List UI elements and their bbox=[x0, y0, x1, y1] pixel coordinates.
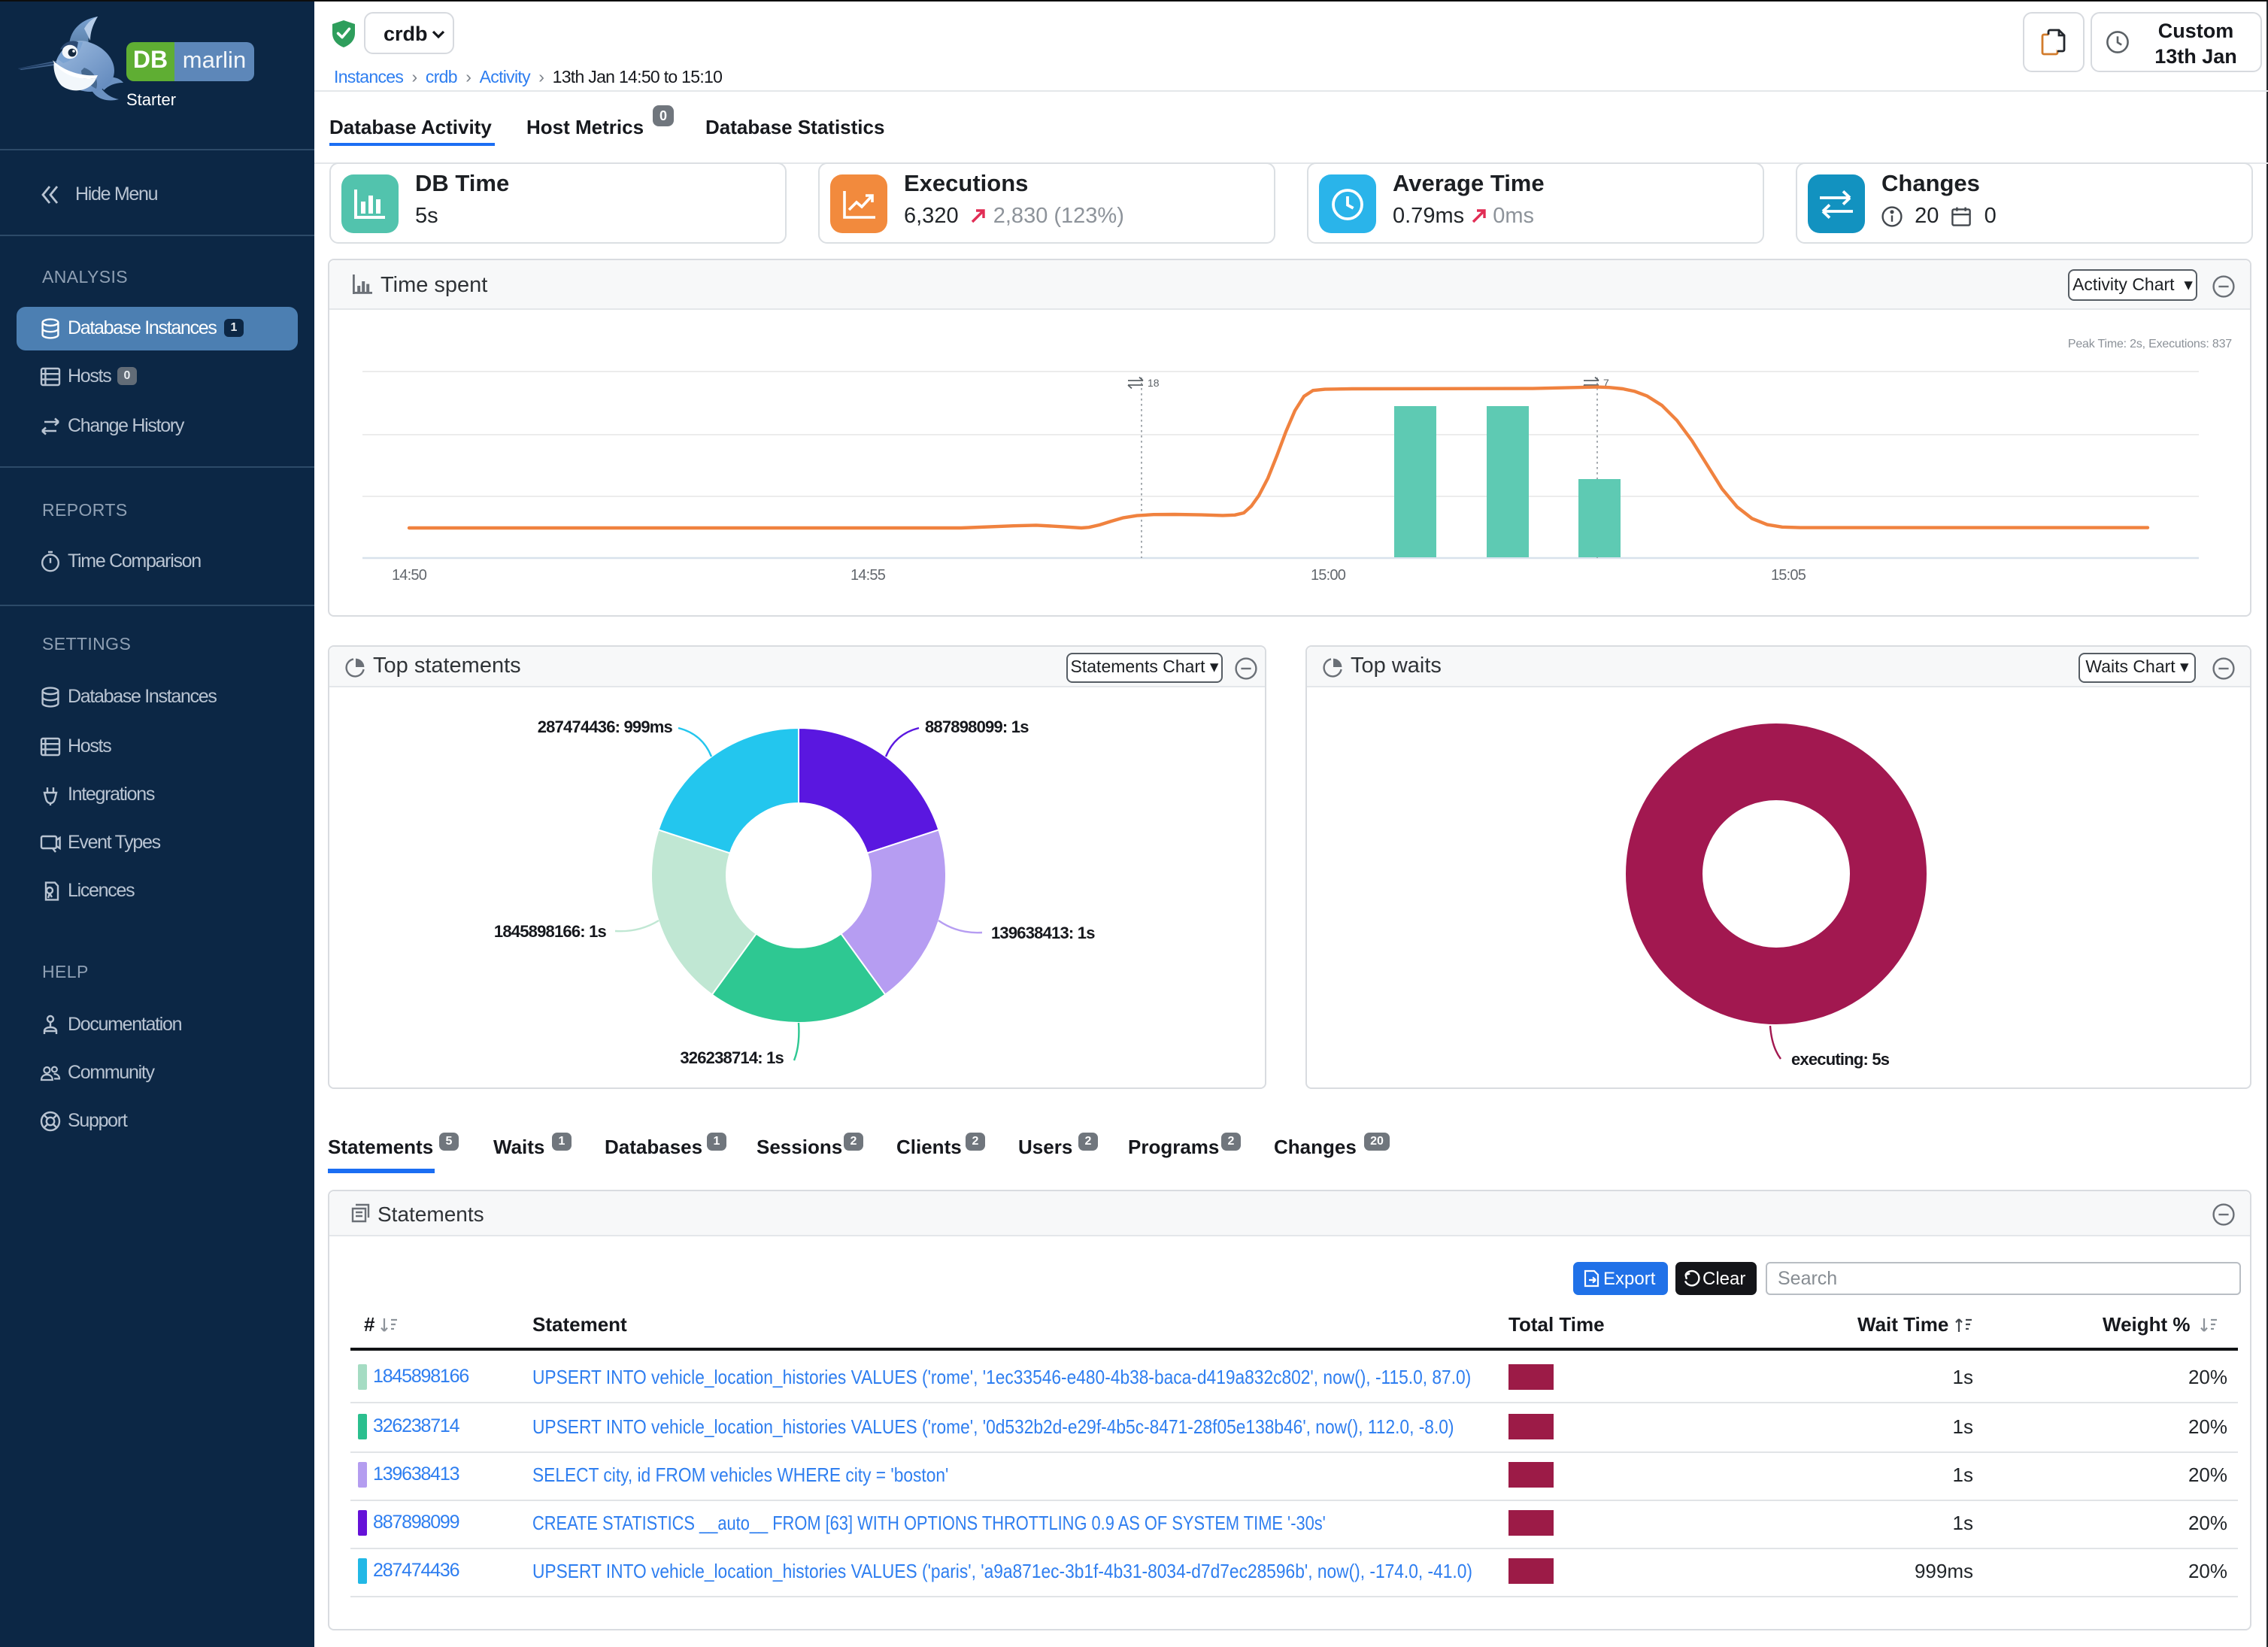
svg-text:887898099: 1s: 887898099: 1s bbox=[925, 717, 1029, 736]
svg-text:14:55: 14:55 bbox=[850, 567, 886, 584]
svg-text:139638413: 1s: 139638413: 1s bbox=[991, 924, 1095, 942]
svg-text:287474436: 999ms: 287474436: 999ms bbox=[538, 717, 673, 736]
svg-text:15:05: 15:05 bbox=[1771, 567, 1806, 584]
svg-text:7: 7 bbox=[1603, 377, 1609, 389]
svg-text:15:00: 15:00 bbox=[1311, 567, 1346, 584]
svg-text:326238714: 1s: 326238714: 1s bbox=[680, 1048, 784, 1067]
svg-text:Peak Time: 2s, Executions: 837: Peak Time: 2s, Executions: 837 bbox=[2068, 338, 2232, 350]
svg-text:18: 18 bbox=[1148, 377, 1160, 389]
svg-text:executing: 5s: executing: 5s bbox=[1791, 1050, 1890, 1069]
svg-text:1845898166: 1s: 1845898166: 1s bbox=[494, 922, 607, 941]
svg-text:14:50: 14:50 bbox=[392, 567, 427, 584]
